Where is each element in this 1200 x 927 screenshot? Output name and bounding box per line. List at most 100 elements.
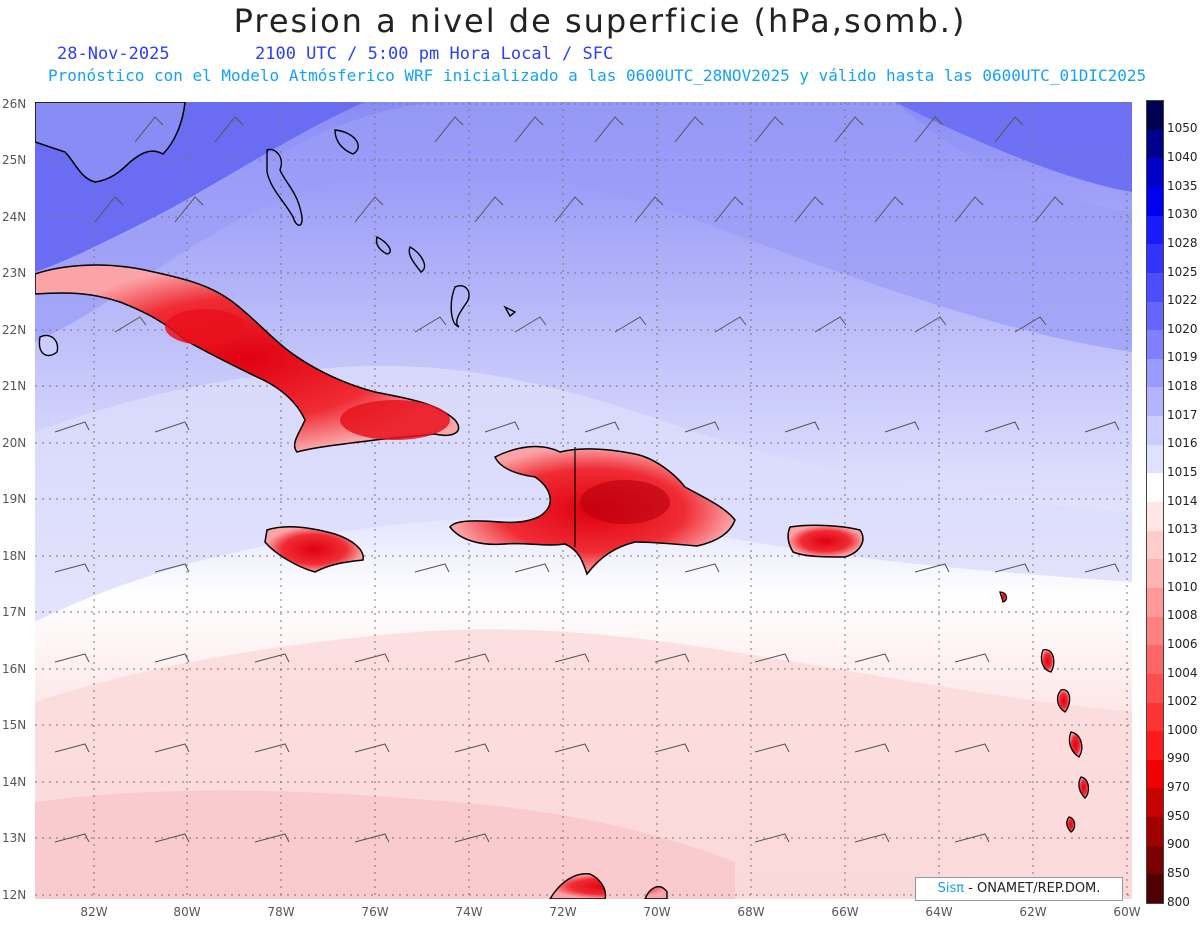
colorbar-label: 1012: [1167, 550, 1198, 565]
lon-label: 70W: [643, 905, 671, 919]
lat-label: 17N: [2, 605, 27, 619]
lat-label: 16N: [2, 662, 27, 676]
puerto-rico-land: [787, 524, 864, 558]
colorbar-label: 950: [1167, 808, 1190, 823]
lat-label: 13N: [2, 831, 27, 845]
lon-label: 78W: [267, 905, 295, 919]
colorbar-swatch: [1147, 587, 1163, 618]
colorbar-label: 1010: [1167, 579, 1198, 594]
lon-label: 82W: [80, 905, 108, 919]
colorbar-swatch: [1147, 845, 1163, 875]
lon-label: 68W: [737, 905, 765, 919]
colorbar-swatch: [1147, 358, 1163, 388]
lon-label: 74W: [455, 905, 483, 919]
florida-coast: [35, 102, 186, 183]
pressure-map: [35, 102, 1132, 899]
colorbar-swatch: [1147, 559, 1163, 589]
lesser-antilles: [999, 591, 1090, 833]
colorbar-swatch: [1147, 616, 1163, 646]
colorbar: [1146, 100, 1164, 904]
model-info: Pronóstico con el Modelo Atmósferico WRF…: [48, 66, 1147, 85]
lon-label: 62W: [1019, 905, 1047, 919]
colorbar-label: 970: [1167, 780, 1190, 795]
colorbar-label: 1035: [1167, 178, 1198, 193]
lon-label: 72W: [549, 905, 577, 919]
colorbar-swatch: [1147, 186, 1163, 217]
lat-label: 20N: [2, 436, 27, 450]
lon-label: 76W: [361, 905, 389, 919]
colorbar-swatch: [1147, 788, 1163, 818]
colorbar-swatch: [1147, 330, 1163, 360]
colorbar-label: 1013: [1167, 522, 1198, 537]
hispaniola-highlight: [580, 480, 670, 524]
colorbar-label: 1025: [1167, 264, 1198, 279]
credit-brand: Sisπ: [937, 881, 965, 896]
colorbar-swatch: [1147, 444, 1163, 474]
colorbar-swatch: [1147, 645, 1163, 675]
lon-label: 80W: [173, 905, 201, 919]
lat-label: 23N: [2, 266, 27, 280]
lat-label: 21N: [2, 379, 27, 393]
south-america-coast: [549, 873, 668, 899]
forecast-date: 28-Nov-2025: [57, 44, 170, 64]
cuba-highlight: [165, 309, 245, 345]
colorbar-swatch: [1147, 731, 1163, 761]
colorbar-label: 1004: [1167, 665, 1198, 680]
credit-text: - ONAMET/REP.DOM.: [964, 881, 1101, 896]
lat-label: 22N: [2, 323, 27, 337]
colorbar-label: 1014: [1167, 493, 1198, 508]
colorbar-label: 1016: [1167, 436, 1198, 451]
colorbar-label: 990: [1167, 751, 1190, 766]
colorbar-label: 1006: [1167, 636, 1198, 651]
colorbar-swatch: [1147, 473, 1163, 503]
jamaica-land: [264, 526, 364, 573]
colorbar-swatch: [1147, 129, 1163, 159]
map-title: Presion a nivel de superficie (hPa,somb.…: [233, 2, 967, 40]
colorbar-label: 900: [1167, 837, 1190, 852]
colorbar-swatch: [1147, 530, 1163, 560]
lat-label: 15N: [2, 718, 27, 732]
colorbar-swatch: [1147, 502, 1163, 532]
colorbar-label: 1050: [1167, 121, 1198, 136]
lat-label: 24N: [2, 210, 27, 224]
colorbar-label: 1019: [1167, 350, 1198, 365]
colorbar-label: 1040: [1167, 149, 1198, 164]
lon-label: 66W: [831, 905, 859, 919]
lat-lon-grid: [35, 102, 1132, 899]
colorbar-label: 1028: [1167, 235, 1198, 250]
colorbar-swatch: [1147, 416, 1163, 446]
isla-juventud: [38, 334, 59, 357]
lon-label: 64W: [925, 905, 953, 919]
colorbar-swatch: [1147, 101, 1163, 131]
colorbar-swatch: [1147, 874, 1163, 904]
colorbar-swatch: [1147, 702, 1163, 732]
colorbar-label: 1017: [1167, 407, 1198, 422]
colorbar-label: 1008: [1167, 608, 1198, 623]
lon-label: 60W: [1113, 905, 1141, 919]
colorbar-swatch: [1147, 215, 1163, 245]
colorbar-label: 800: [1167, 894, 1190, 909]
band-1010: [35, 790, 735, 899]
colorbar-label: 1030: [1167, 207, 1198, 222]
colorbar-label: 1002: [1167, 694, 1198, 709]
forecast-time: 2100 UTC / 5:00 pm Hora Local / SFC: [255, 44, 614, 64]
colorbar-label: 1015: [1167, 465, 1198, 480]
colorbar-label: 850: [1167, 866, 1190, 881]
lat-label: 26N: [2, 97, 27, 111]
lat-label: 14N: [2, 775, 27, 789]
band-1022-east: [895, 102, 1132, 192]
colorbar-swatch: [1147, 387, 1163, 417]
colorbar-swatch: [1147, 673, 1163, 703]
colorbar-swatch: [1147, 759, 1163, 789]
colorbar-swatch: [1147, 272, 1163, 302]
colorbar-swatch: [1147, 817, 1163, 847]
colorbar-swatch: [1147, 158, 1163, 188]
band-1019: [35, 102, 1132, 352]
lat-label: 18N: [2, 549, 27, 563]
colorbar-label: 1022: [1167, 293, 1198, 308]
bahamas-islands: [266, 129, 517, 328]
colorbar-label: 1000: [1167, 722, 1198, 737]
colorbar-label: 1018: [1167, 379, 1198, 394]
wind-barbs: [54, 116, 1120, 843]
credit-box: Sisπ - ONAMET/REP.DOM.: [915, 877, 1123, 901]
